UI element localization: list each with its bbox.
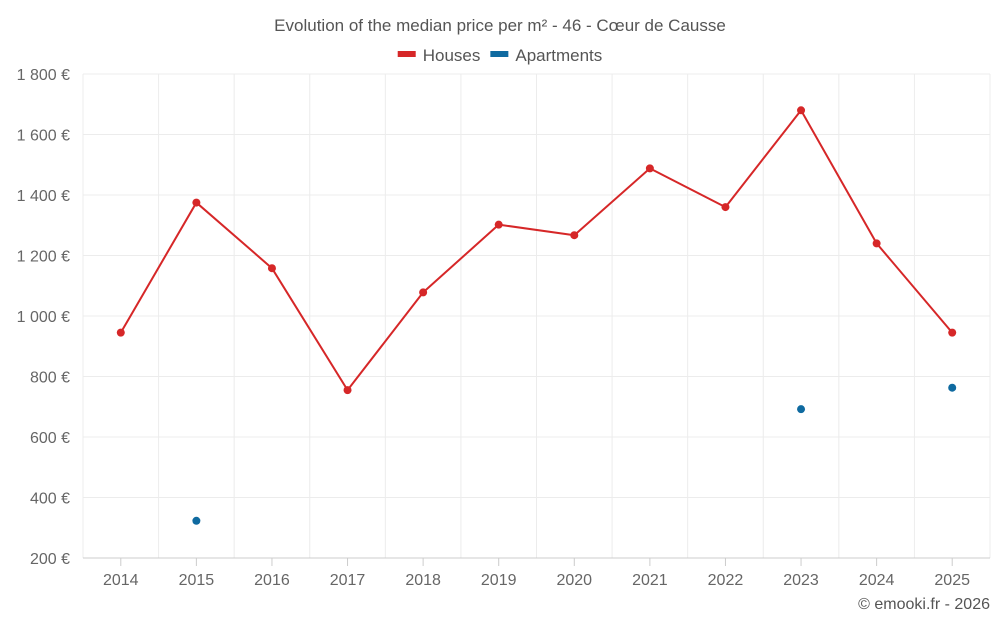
series-line-houses xyxy=(119,109,953,392)
credit-text: © emooki.fr - 2026 xyxy=(858,596,990,613)
data-point-houses[interactable] xyxy=(494,220,503,229)
chart-title: Evolution of the median price per m² - 4… xyxy=(274,16,726,35)
x-tick-label: 2014 xyxy=(103,572,139,589)
x-tick-label: 2025 xyxy=(934,572,970,589)
data-point-houses[interactable] xyxy=(872,239,881,248)
series-houses xyxy=(116,106,957,395)
x-tick-label: 2018 xyxy=(405,572,441,589)
series-apartments xyxy=(192,383,957,525)
data-point-houses[interactable] xyxy=(645,164,654,173)
axes: 200 € 400 € 600 € 800 € 1 000 € 1 200 € 1 400 … xyxy=(17,67,990,589)
y-tick-label: 1 200 € xyxy=(17,249,70,266)
data-point-houses[interactable] xyxy=(192,198,201,207)
data-point-houses[interactable] xyxy=(721,203,730,212)
x-tick-label: 2019 xyxy=(481,572,517,589)
x-tick-label: 2020 xyxy=(556,572,592,589)
y-tick-label: 200 € xyxy=(30,551,70,568)
data-point-houses[interactable] xyxy=(116,328,125,337)
data-point-houses[interactable] xyxy=(267,264,276,273)
y-tick-label: 400 € xyxy=(30,491,70,508)
y-tick-label: 1 000 € xyxy=(17,309,70,326)
legend: Houses Apartments xyxy=(397,46,602,65)
legend-item-houses[interactable]: Houses xyxy=(397,46,481,65)
x-tick-label: 2022 xyxy=(708,572,744,589)
y-tick-label: 1 400 € xyxy=(17,188,70,205)
data-point-houses[interactable] xyxy=(797,106,806,115)
data-point-houses[interactable] xyxy=(948,328,957,337)
y-tick-label: 1 600 € xyxy=(17,128,70,145)
data-point-houses[interactable] xyxy=(570,231,579,240)
x-tick-label: 2015 xyxy=(179,572,215,589)
x-tick-label: 2021 xyxy=(632,572,668,589)
legend-swatch xyxy=(397,51,416,57)
y-tick-label: 1 800 € xyxy=(17,67,70,84)
data-point-apartments[interactable] xyxy=(192,516,201,525)
x-tick-label: 2016 xyxy=(254,572,290,589)
y-tick-label: 800 € xyxy=(30,370,70,387)
legend-item-apartments[interactable]: Apartments xyxy=(490,46,602,65)
y-tick-label: 600 € xyxy=(30,430,70,447)
data-point-houses[interactable] xyxy=(419,288,428,297)
x-tick-label: 2024 xyxy=(859,572,895,589)
data-point-houses[interactable] xyxy=(343,386,352,395)
x-tick-label: 2017 xyxy=(330,572,366,589)
grid xyxy=(82,73,991,558)
x-tick-label: 2023 xyxy=(783,572,819,589)
series-layer xyxy=(116,106,957,525)
legend-label: Houses xyxy=(423,46,481,65)
legend-label: Apartments xyxy=(515,46,602,65)
legend-swatch xyxy=(490,51,509,57)
data-point-apartments[interactable] xyxy=(797,405,806,414)
data-point-apartments[interactable] xyxy=(948,383,957,392)
